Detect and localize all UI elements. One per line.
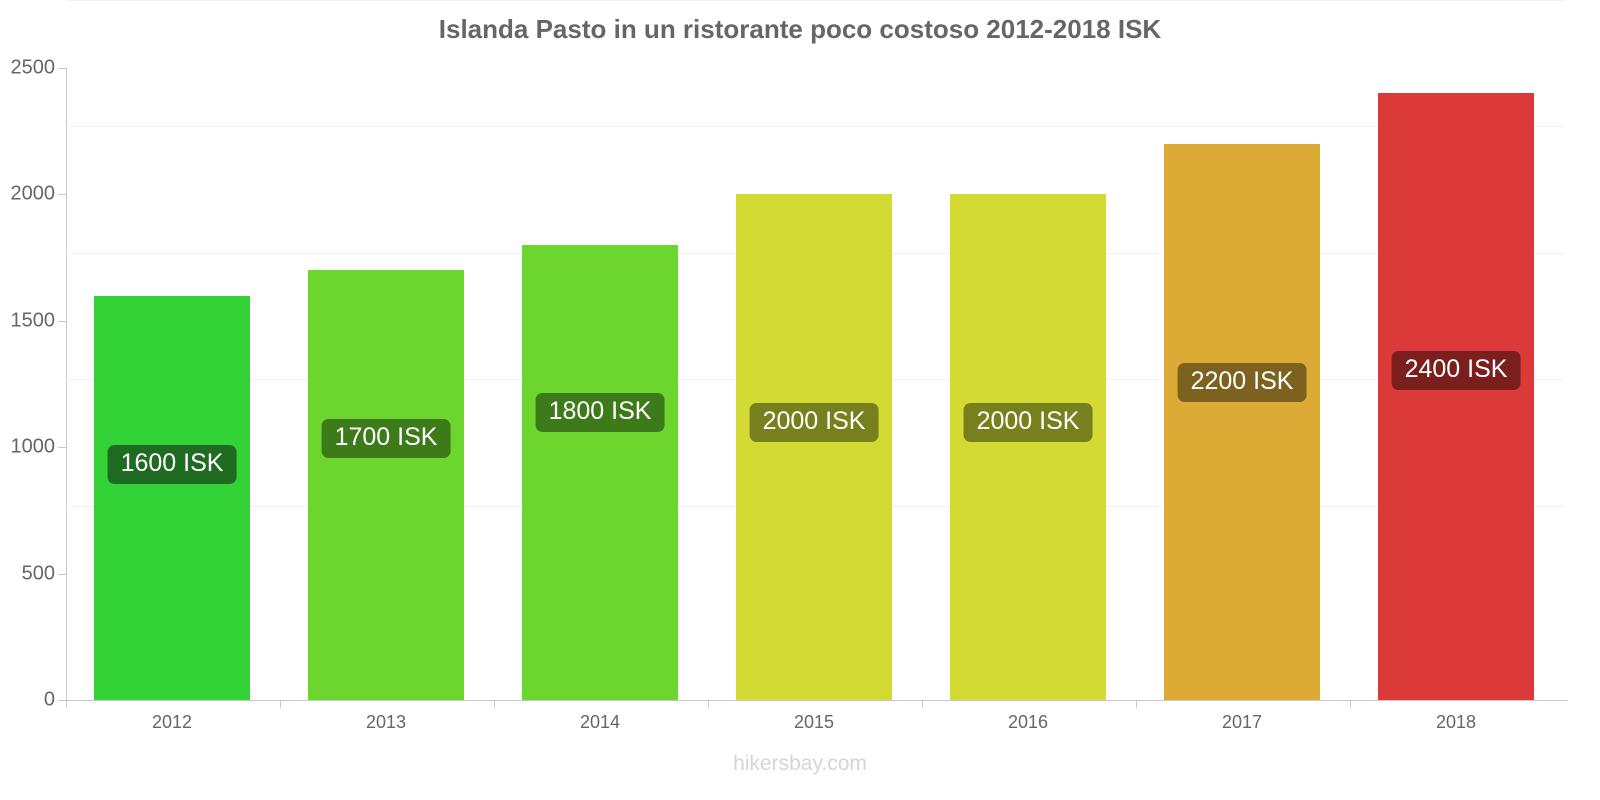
bar[interactable] <box>1164 143 1320 700</box>
bar-value-label: 2400 ISK <box>1391 351 1521 390</box>
x-axis-line <box>58 700 1568 701</box>
y-tick-label: 2500 <box>10 56 56 79</box>
x-tick-mark <box>1136 700 1137 708</box>
y-tick-mark <box>58 68 66 69</box>
y-tick-mark <box>58 700 66 701</box>
bar[interactable] <box>522 244 678 700</box>
bar[interactable] <box>950 194 1106 700</box>
plot-area: 1600 ISK 1700 ISK 1800 ISK 2000 ISK 2000 ISK… <box>66 68 1564 700</box>
x-tick-mark <box>66 700 67 708</box>
bar[interactable] <box>1378 93 1534 700</box>
bar-value-label: 1600 ISK <box>107 445 237 484</box>
y-tick-mark <box>58 447 66 449</box>
y-tick-mark <box>58 194 66 196</box>
bar[interactable] <box>736 194 892 700</box>
bar[interactable] <box>94 295 250 700</box>
x-tick-label: 2013 <box>365 712 407 732</box>
bar-value-label: 2000 ISK <box>749 403 879 442</box>
y-tick-label: 2000 <box>10 182 56 205</box>
bar-value-label: 2200 ISK <box>1177 363 1307 402</box>
x-tick-label: 2017 <box>1221 712 1263 732</box>
x-tick-label: 2016 <box>1007 712 1049 732</box>
x-tick-mark <box>708 700 709 708</box>
bar-value-label: 1800 ISK <box>535 393 665 432</box>
y-tick-mark <box>58 573 66 575</box>
x-tick-label: 2012 <box>151 712 193 732</box>
bar[interactable] <box>308 270 464 700</box>
y-tick-label: 0 <box>43 688 55 711</box>
x-tick-label: 2018 <box>1435 712 1477 732</box>
x-tick-mark <box>922 700 923 708</box>
y-axis-line <box>66 68 67 701</box>
x-tick-mark <box>1350 700 1351 708</box>
x-tick-label: 2015 <box>793 712 835 732</box>
x-tick-mark <box>494 700 495 708</box>
x-tick-label: 2014 <box>579 712 621 732</box>
gridline <box>66 126 1564 128</box>
bar-value-label: 1700 ISK <box>321 419 451 458</box>
x-tick-mark <box>280 700 281 708</box>
y-tick-mark <box>58 320 66 322</box>
chart-title: Islanda Pasto in un ristorante poco cost… <box>438 14 1162 44</box>
y-tick-label: 1500 <box>10 309 56 332</box>
y-tick-label: 500 <box>21 562 55 585</box>
footer-credit: hikersbay.com <box>733 752 867 775</box>
bar-value-label: 2000 ISK <box>963 403 1093 442</box>
gridline <box>66 0 1564 1</box>
y-tick-label: 1000 <box>10 435 56 458</box>
